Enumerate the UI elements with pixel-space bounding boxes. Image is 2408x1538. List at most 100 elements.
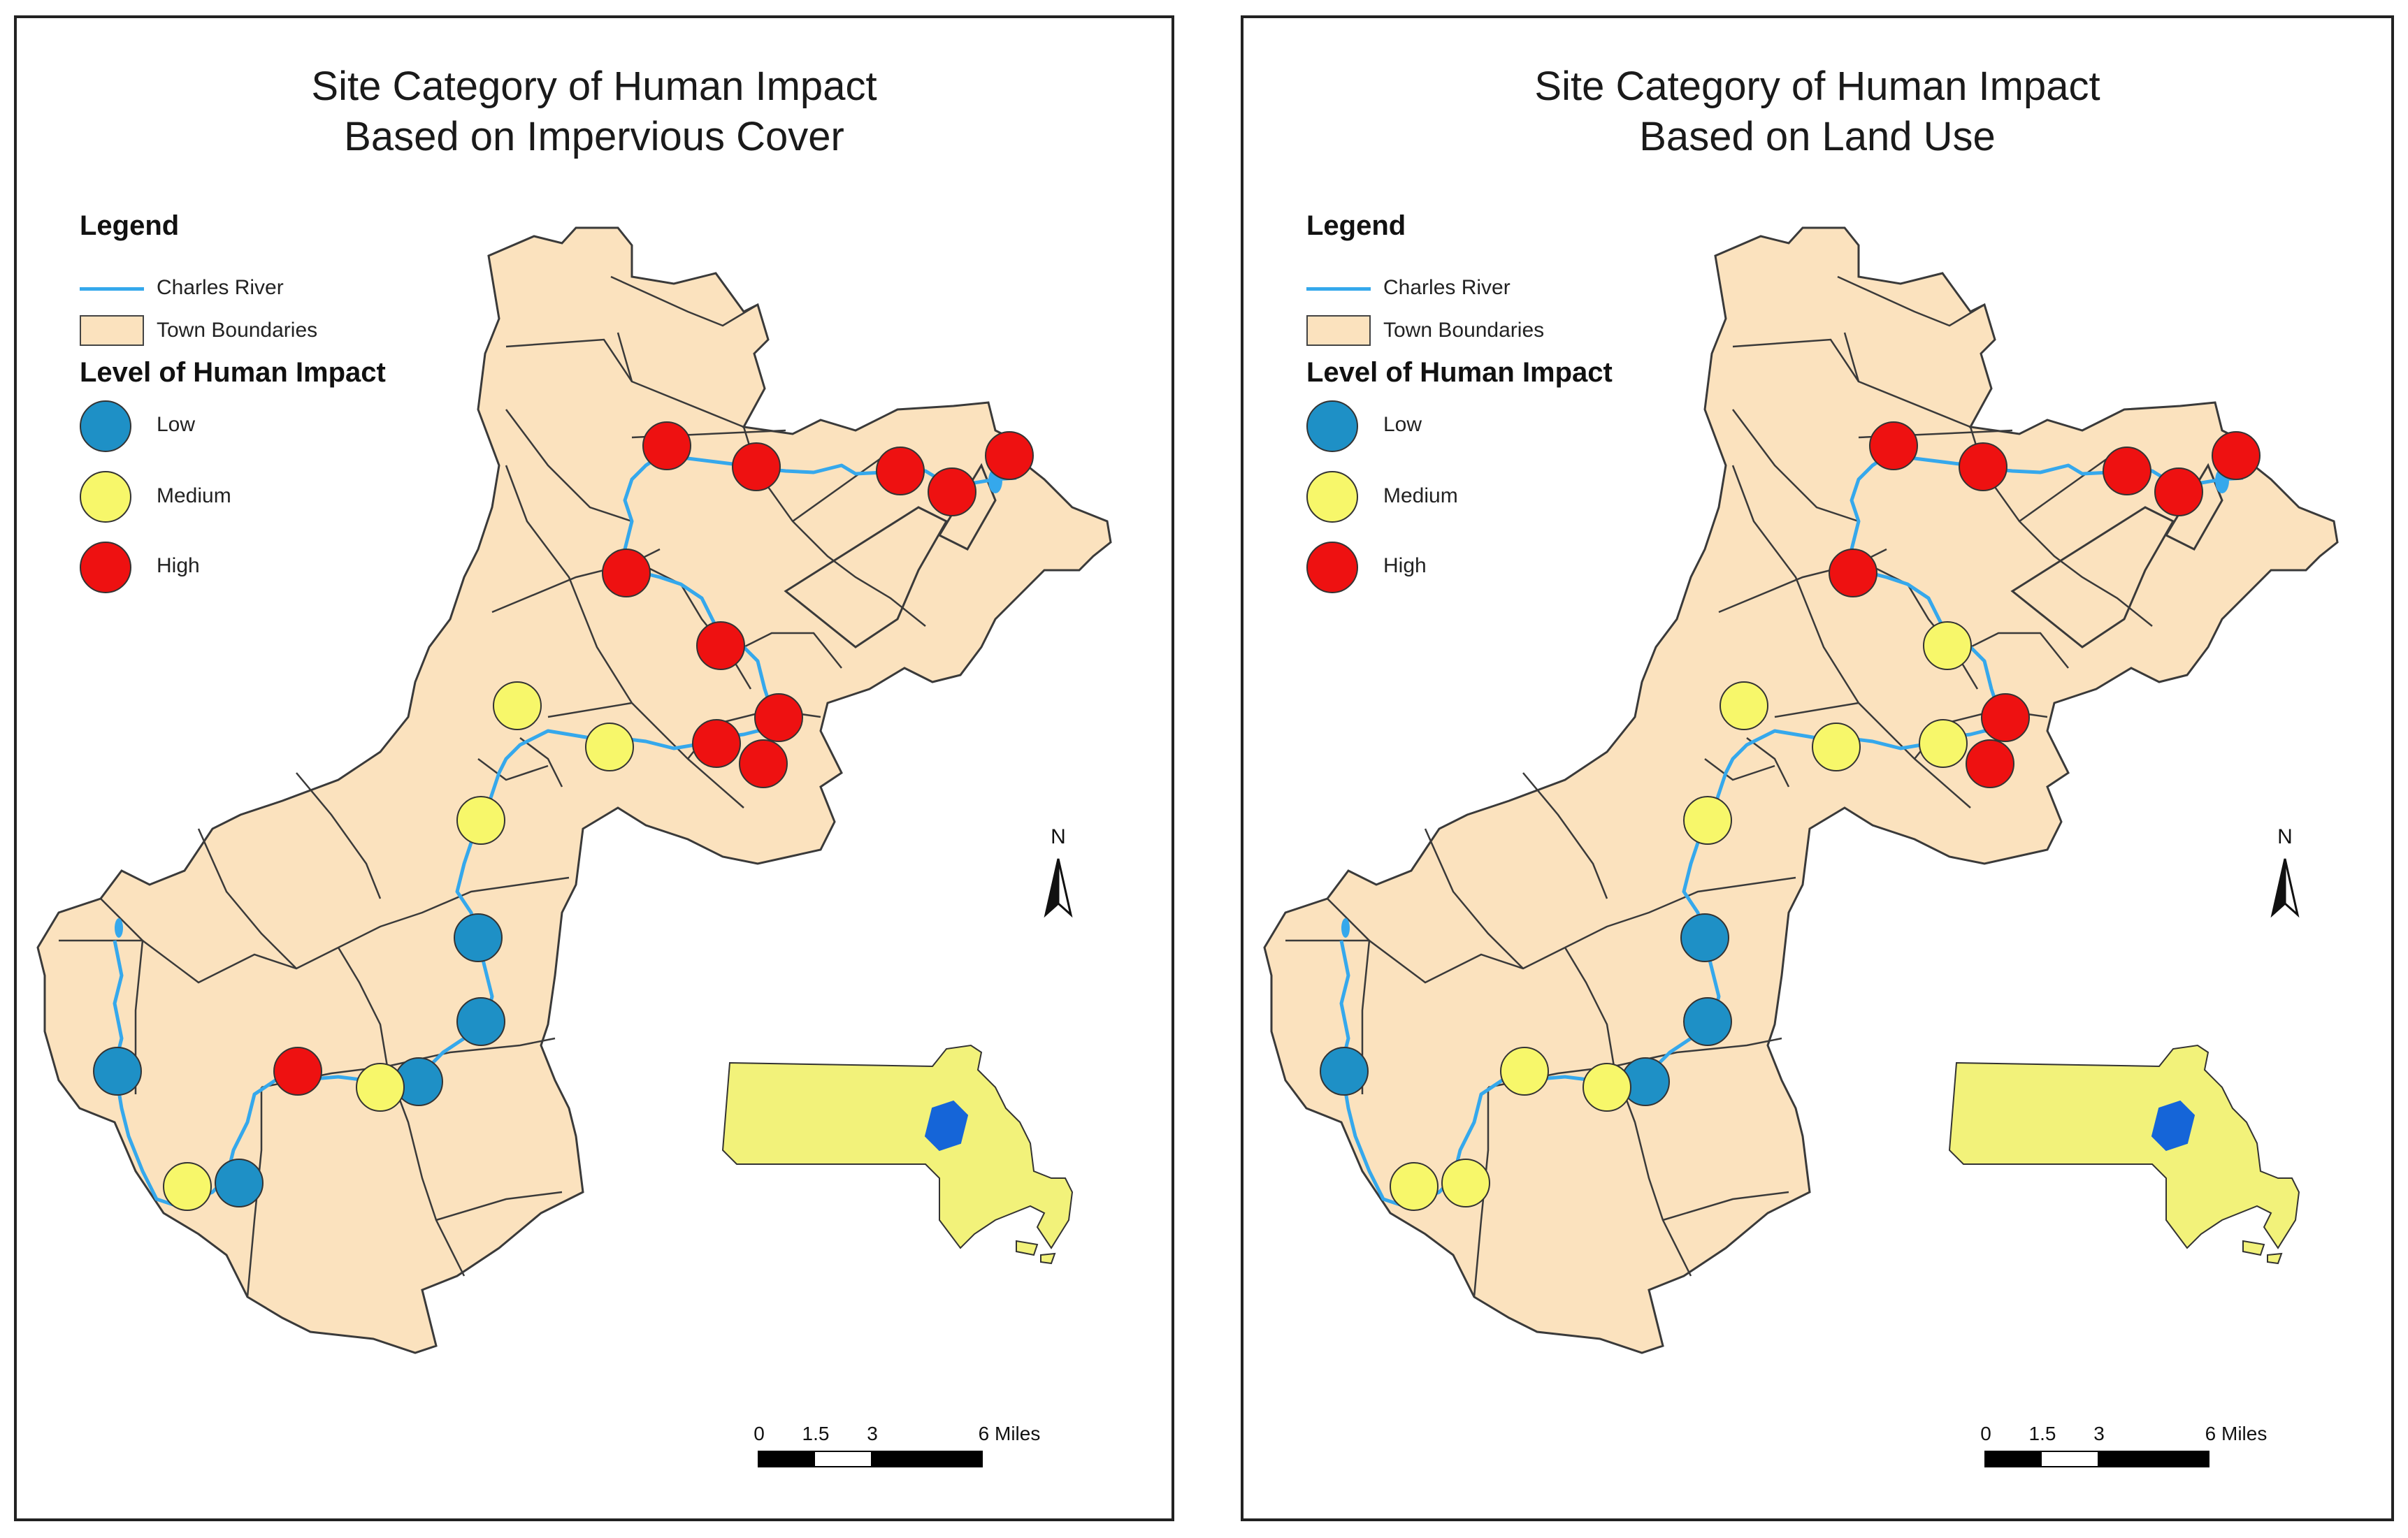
site-marker-medium <box>1720 681 1768 730</box>
scale-label-1-5: 1.5 <box>802 1423 830 1444</box>
legend-high-label: High <box>157 554 200 577</box>
scale-label-6-miles: 6 Miles <box>978 1423 1041 1444</box>
site-marker-medium <box>1919 719 1968 768</box>
north-arrow: N <box>2257 825 2313 923</box>
legend-towns-label: Town Boundaries <box>157 319 318 342</box>
site-marker-high <box>2103 447 2151 495</box>
legend-river-swatch <box>80 287 144 291</box>
site-marker-high <box>602 549 651 597</box>
river-pond-west <box>1341 918 1350 938</box>
legend-low-label: Low <box>157 413 196 436</box>
title-line-2: Based on Impervious Cover <box>344 114 844 159</box>
site-marker-high <box>876 447 925 495</box>
title-line-2: Based on Land Use <box>1639 114 1996 159</box>
site-marker-low <box>93 1047 142 1096</box>
site-marker-high <box>732 442 781 491</box>
site-marker-medium <box>356 1063 405 1112</box>
sites-land-use <box>1320 421 2261 1211</box>
legend-river-label: Charles River <box>1383 276 1511 299</box>
sites-impervious <box>93 421 1034 1211</box>
legend: Legend Charles River Town Boundaries Lev… <box>1306 210 1698 616</box>
site-marker-low <box>1320 1047 1369 1096</box>
legend-low-swatch <box>80 400 131 452</box>
legend-high-swatch <box>80 542 131 593</box>
map-panel-impervious-cover: Site Category of Human Impact Based on I… <box>14 15 1174 1521</box>
north-arrow-icon <box>1044 858 1073 918</box>
title-line-1: Site Category of Human Impact <box>311 64 877 109</box>
legend-medium-swatch <box>1306 471 1358 523</box>
legend-low-label: Low <box>1383 413 1422 436</box>
site-marker-medium <box>1683 796 1732 845</box>
site-marker-medium <box>1812 723 1861 771</box>
site-marker-medium <box>1390 1162 1439 1211</box>
north-label: N <box>2277 825 2293 848</box>
scale-label-1-5: 1.5 <box>2028 1423 2056 1444</box>
legend-impact-heading: Level of Human Impact <box>1306 357 1613 388</box>
scale-label-3: 3 <box>867 1423 878 1444</box>
legend-towns-label: Town Boundaries <box>1383 319 1545 342</box>
north-arrow: N <box>1030 825 1086 923</box>
site-marker-medium <box>585 723 634 771</box>
site-marker-medium <box>1582 1063 1631 1112</box>
map-canvas <box>1263 226 2339 1354</box>
site-marker-low <box>1680 913 1729 962</box>
legend-river-label: Charles River <box>157 276 284 299</box>
site-marker-high <box>928 467 976 516</box>
legend-medium-swatch <box>80 471 131 523</box>
north-arrow-icon <box>2270 858 2300 918</box>
site-marker-high <box>1981 693 2030 742</box>
legend-medium-label: Medium <box>1383 484 1458 507</box>
legend-high-swatch <box>1306 542 1358 593</box>
map-panel-land-use: Site Category of Human Impact Based on L… <box>1241 15 2394 1521</box>
site-marker-high <box>985 431 1034 480</box>
legend-towns-swatch <box>1306 315 1371 346</box>
site-marker-low <box>215 1159 264 1207</box>
site-marker-high <box>1829 549 1877 597</box>
inset-massachusetts <box>721 1044 1074 1265</box>
legend: Legend Charles River Town Boundaries Lev… <box>80 210 471 616</box>
site-marker-high <box>754 693 803 742</box>
map-canvas <box>36 226 1112 1354</box>
legend-impact-heading: Level of Human Impact <box>80 357 386 388</box>
site-marker-high <box>2154 467 2203 516</box>
site-marker-high <box>1966 739 2014 788</box>
title-line-1: Site Category of Human Impact <box>1534 64 2100 109</box>
site-marker-medium <box>163 1162 212 1211</box>
site-marker-medium <box>1923 621 1972 670</box>
site-marker-low <box>1683 997 1732 1046</box>
site-marker-high <box>273 1047 322 1096</box>
legend-heading: Legend <box>80 210 180 241</box>
legend-medium-label: Medium <box>157 484 231 507</box>
scale-label-0: 0 <box>1980 1423 1991 1444</box>
site-marker-medium <box>493 681 542 730</box>
scale-bar: 0 1.5 3 6 Miles <box>1980 1423 2267 1479</box>
site-marker-medium <box>456 796 505 845</box>
site-marker-low <box>454 913 503 962</box>
site-marker-medium <box>1500 1047 1549 1096</box>
site-marker-high <box>2212 431 2261 480</box>
legend-towns-swatch <box>80 315 144 346</box>
map-title: Site Category of Human Impact Based on L… <box>1243 61 2391 162</box>
site-marker-high <box>1869 421 1918 470</box>
site-marker-high <box>1959 442 2007 491</box>
north-label: N <box>1051 825 1066 848</box>
inset-massachusetts <box>1948 1044 2300 1265</box>
map-title: Site Category of Human Impact Based on I… <box>17 61 1171 162</box>
scale-label-0: 0 <box>754 1423 765 1444</box>
site-marker-high <box>739 739 788 788</box>
site-marker-medium <box>1441 1159 1490 1207</box>
scale-bar-graphic <box>758 1451 983 1467</box>
river-pond-west <box>115 918 123 938</box>
site-marker-high <box>696 621 745 670</box>
scale-bar: 0 1.5 3 6 Miles <box>754 1423 1040 1479</box>
scale-label-3: 3 <box>2093 1423 2105 1444</box>
scale-bar-graphic <box>1984 1451 2209 1467</box>
scale-label-6-miles: 6 Miles <box>2205 1423 2268 1444</box>
legend-river-swatch <box>1306 287 1371 291</box>
legend-high-label: High <box>1383 554 1427 577</box>
legend-heading: Legend <box>1306 210 1406 241</box>
site-marker-high <box>642 421 691 470</box>
legend-low-swatch <box>1306 400 1358 452</box>
site-marker-high <box>692 719 741 768</box>
site-marker-low <box>456 997 505 1046</box>
